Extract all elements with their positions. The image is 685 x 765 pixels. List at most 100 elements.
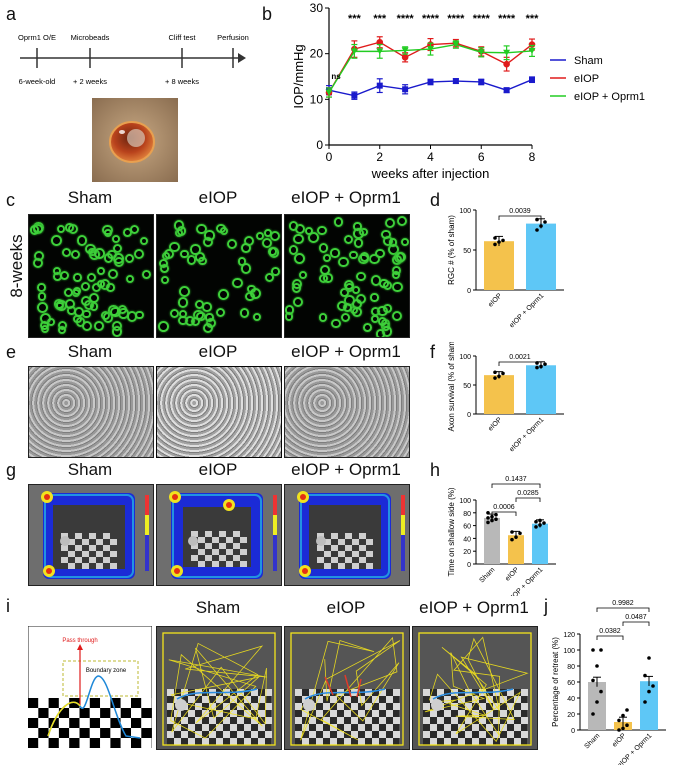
iop-point-sham [427,78,434,85]
track-checker [295,731,302,738]
track-checker [265,717,272,724]
heatmap-checker [352,539,359,545]
rgc-cell [381,229,392,240]
rgc-cell [250,288,262,300]
col-header-sham-e: Sham [67,342,113,361]
checker-square [141,708,152,718]
rgc-cell [338,256,349,268]
rgc-cell [392,281,403,293]
iop-x-tick-label: 8 [529,150,536,164]
panel-letter-e: e [6,342,17,362]
heatmap-checker [61,557,68,563]
heatmap-checker [191,543,198,549]
checker-square [120,708,131,718]
rgc-cell [63,287,74,297]
rgc-cell [343,234,353,244]
bar-point [535,217,539,222]
pvalue-bracket [622,621,650,626]
rgc-cell [232,277,243,289]
track-path [424,636,529,743]
rgc-cell [190,244,201,255]
track-checker [351,731,358,738]
bar-point [486,516,490,520]
iop-point-oprm1 [452,41,460,48]
bar-point [501,238,505,243]
col-header-eiop-c: eIOP [198,188,238,207]
col-header-oprm1-c: eIOP + Oprm1 [291,188,401,207]
bar-point [490,518,494,523]
rgc-cell [56,225,66,234]
pvalue-bracket [596,607,650,612]
rgc-cell [205,313,214,322]
rgc-cell [110,306,121,318]
pvalue-label: 0.0487 [625,614,647,621]
rgc-cell [252,313,262,322]
heatmap-checker [82,551,89,557]
rgc-cell [215,223,226,234]
track-mouse [303,699,315,711]
checker-square [38,738,49,748]
rgc-cell [76,235,88,246]
heatmap-hotspot-core [226,502,232,508]
heatmap-checker [219,555,226,561]
heatmap-checker [75,557,82,563]
heatmap-checker [338,563,345,569]
heatmap-checker [110,551,117,557]
heatmap-checker [205,543,212,549]
heatmap-checker [240,549,247,555]
panel-letter-i: i [6,596,10,616]
track-checker [351,703,358,710]
pvalue-bracket [596,635,624,640]
track-checker [302,710,309,717]
bar [640,681,658,730]
track-checker [181,731,188,738]
checker-square [69,708,80,718]
track-checker [337,703,344,710]
rgc-cell [270,231,281,242]
track-edge [162,632,276,746]
track-checker [302,738,309,745]
track-checker [295,703,302,710]
rgc-cell [340,288,349,298]
track-checker [251,689,258,696]
heatmap-checker [366,551,373,557]
rgc-cell [333,216,344,227]
iop-point-oprm1 [350,48,358,55]
track-checker [330,696,337,703]
heatmap-checker [68,563,75,569]
track-checker [430,724,437,731]
rgc-image-eiop [156,214,282,338]
pvalue-label: 0.0021 [509,354,531,361]
rgc-cell [158,259,168,269]
checker-square [100,708,111,718]
track-checker [181,717,188,724]
rgc-cell [261,238,273,249]
track-checker [379,731,386,738]
heatmap-checker [110,563,117,569]
heatmap-checker [345,557,352,563]
bar-point [543,362,547,366]
bar-x-label: eIOP [487,416,503,432]
iop-significance: **** [422,13,440,25]
heatmap-checker [317,533,324,539]
heatmap-hotspot-core [302,568,308,574]
rgc-cell [342,303,352,313]
timeline-time-3: + 8 weeks [165,77,199,86]
bar-point [625,708,629,712]
bar-point [643,700,647,704]
rgc-cell [375,328,386,337]
rgc-cell [362,323,372,333]
iop-y-label: IOP/mmHg [291,44,306,108]
heatmap-checker [317,545,324,551]
timeline-step-3: Cliff test [169,33,197,42]
heatmap-mouse [188,536,198,546]
checker-square [110,738,121,748]
timeline-time-1: 6-week-old [19,77,56,86]
track-checker [337,717,344,724]
col-header-sham-g: Sham [67,460,113,479]
track-checker [430,738,437,745]
rgc-cell [215,307,226,318]
col-header-sham-c: Sham [67,188,113,207]
heatmap-checker [226,549,233,555]
heatmap-checker [89,545,96,551]
